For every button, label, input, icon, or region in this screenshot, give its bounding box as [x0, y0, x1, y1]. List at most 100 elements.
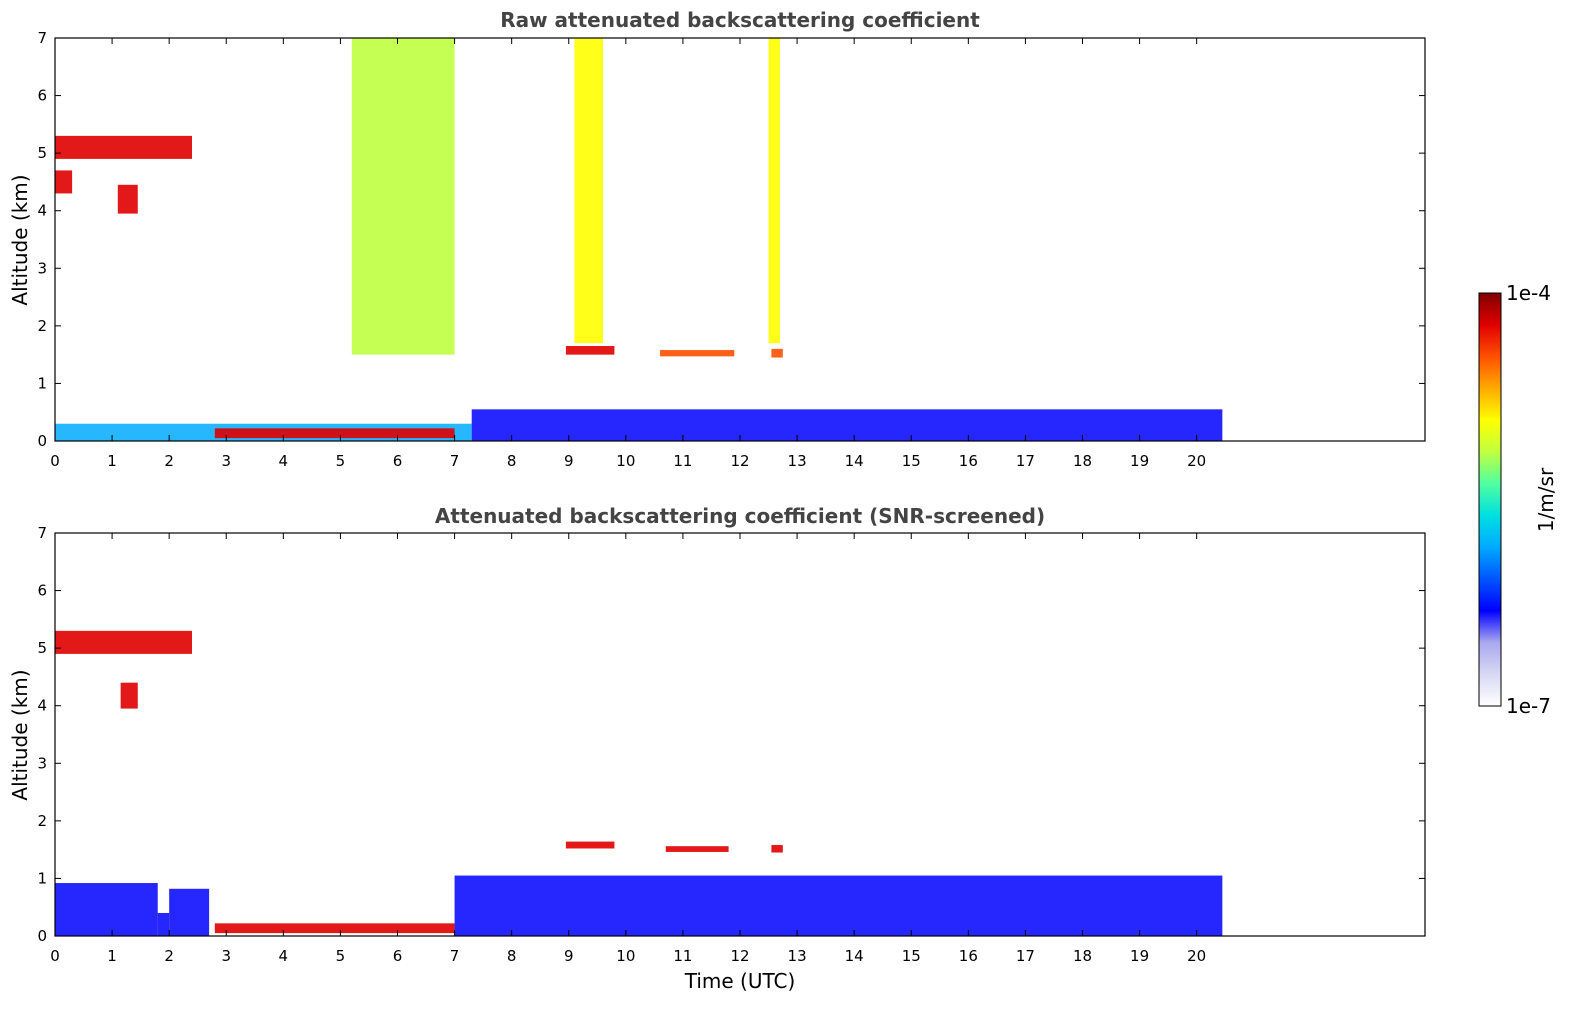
x-tick-label: 7	[450, 452, 460, 470]
y-tick-label: 5	[37, 144, 47, 162]
y-tick-label: 0	[37, 432, 47, 450]
x-tick-label: 11	[673, 452, 692, 470]
backscatter-region	[454, 875, 1223, 936]
backscatter-region	[55, 630, 192, 654]
backscatter-region	[565, 346, 615, 355]
x-tick-label: 19	[1130, 452, 1149, 470]
x-tick-label: 20	[1187, 947, 1206, 965]
x-tick-label: 5	[336, 947, 346, 965]
raw-backscatter-panel: Raw attenuated backscattering coefficien…	[8, 8, 1426, 470]
screened-y-axis-label: Altitude (km)	[8, 669, 32, 800]
x-tick-label: 15	[902, 947, 921, 965]
backscatter-region	[55, 883, 158, 936]
x-tick-label: 13	[788, 947, 807, 965]
x-tick-label: 16	[959, 947, 978, 965]
backscatter-region	[471, 409, 1223, 441]
time-axis-label: Time (UTC)	[684, 969, 796, 993]
x-tick-label: 18	[1073, 452, 1092, 470]
x-tick-label: 16	[959, 452, 978, 470]
x-tick-label: 20	[1187, 452, 1206, 470]
x-tick-label: 12	[730, 452, 749, 470]
backscatter-region	[214, 923, 455, 934]
x-tick-label: 6	[393, 947, 403, 965]
colorbar-ramp	[1478, 292, 1502, 707]
backscatter-region	[771, 348, 783, 358]
x-tick-label: 3	[221, 452, 231, 470]
colorbar-min-label: 1e-7	[1506, 694, 1551, 718]
x-tick-label: 10	[616, 452, 635, 470]
x-tick-label: 5	[336, 452, 346, 470]
backscatter-region	[565, 841, 615, 849]
colorbar: 1e-4 1e-7 1/m/sr	[1478, 281, 1558, 718]
screened-backscatter-panel: Attenuated backscattering coefficient (S…	[8, 504, 1426, 993]
raw-heatmap	[55, 38, 1223, 441]
raw-y-axis: 0 1 2 3 4 5 6 7	[37, 29, 1425, 450]
x-tick-label: 17	[1016, 947, 1035, 965]
y-tick-label: 7	[37, 29, 47, 47]
raw-panel-title: Raw attenuated backscattering coefficien…	[500, 8, 980, 32]
x-tick-label: 19	[1130, 947, 1149, 965]
y-tick-label: 3	[37, 754, 47, 772]
x-tick-label: 9	[564, 947, 574, 965]
x-tick-label: 18	[1073, 947, 1092, 965]
x-tick-label: 12	[730, 947, 749, 965]
raw-x-axis: 0 1 2 3 4 5 6 7 8 9 10 11 12 13 14 15 16 17 18 19 20	[50, 38, 1206, 470]
x-tick-label: 14	[845, 452, 864, 470]
y-tick-label: 7	[37, 524, 47, 542]
backscatter-region	[660, 350, 735, 357]
y-tick-label: 0	[37, 927, 47, 945]
backscatter-region	[768, 38, 780, 344]
screened-panel-title: Attenuated backscattering coefficient (S…	[435, 504, 1045, 528]
backscatter-region	[214, 428, 455, 439]
screened-heatmap	[55, 630, 1223, 936]
y-tick-label: 2	[37, 317, 47, 335]
x-tick-label: 14	[845, 947, 864, 965]
backscatter-region	[55, 135, 192, 159]
backscatter-region	[120, 682, 138, 709]
x-tick-label: 2	[164, 947, 174, 965]
y-tick-label: 3	[37, 259, 47, 277]
x-tick-label: 13	[788, 452, 807, 470]
colorbar-max-label: 1e-4	[1506, 281, 1551, 305]
raw-y-axis-label: Altitude (km)	[8, 174, 32, 305]
y-tick-label: 2	[37, 812, 47, 830]
backscatter-region	[574, 38, 603, 344]
x-tick-label: 10	[616, 947, 635, 965]
x-tick-label: 17	[1016, 452, 1035, 470]
raw-plot-frame	[54, 37, 1426, 442]
x-tick-label: 8	[507, 452, 517, 470]
backscatter-region	[771, 845, 783, 853]
colorbar-unit-label: 1/m/sr	[1534, 467, 1558, 532]
x-tick-label: 2	[164, 452, 174, 470]
x-tick-label: 0	[50, 452, 60, 470]
x-tick-label: 6	[393, 452, 403, 470]
x-tick-label: 8	[507, 947, 517, 965]
x-tick-label: 9	[564, 452, 574, 470]
backscatter-region	[117, 184, 138, 214]
y-tick-label: 4	[37, 697, 47, 715]
x-tick-label: 4	[279, 947, 289, 965]
x-tick-label: 11	[673, 947, 692, 965]
y-tick-label: 6	[37, 582, 47, 600]
x-tick-label: 0	[50, 947, 60, 965]
backscatter-region	[169, 888, 210, 936]
x-tick-label: 15	[902, 452, 921, 470]
x-tick-label: 4	[279, 452, 289, 470]
backscatter-region	[665, 846, 729, 852]
backscatter-region	[351, 38, 455, 355]
x-tick-label: 7	[450, 947, 460, 965]
screened-y-axis: 0 1 2 3 4 5 6 7	[37, 524, 1425, 945]
y-tick-label: 6	[37, 87, 47, 105]
y-tick-label: 4	[37, 202, 47, 220]
y-tick-label: 5	[37, 639, 47, 657]
backscatter-region	[157, 912, 170, 936]
x-tick-label: 1	[107, 947, 117, 965]
x-tick-label: 1	[107, 452, 117, 470]
screened-x-axis: 0 1 2 3 4 5 6 7 8 9 10 11 12 13 14 15 16 17 18 19 20	[50, 533, 1206, 965]
y-tick-label: 1	[37, 869, 47, 887]
y-tick-label: 1	[37, 374, 47, 392]
backscatter-region	[55, 170, 73, 194]
x-tick-label: 3	[221, 947, 231, 965]
